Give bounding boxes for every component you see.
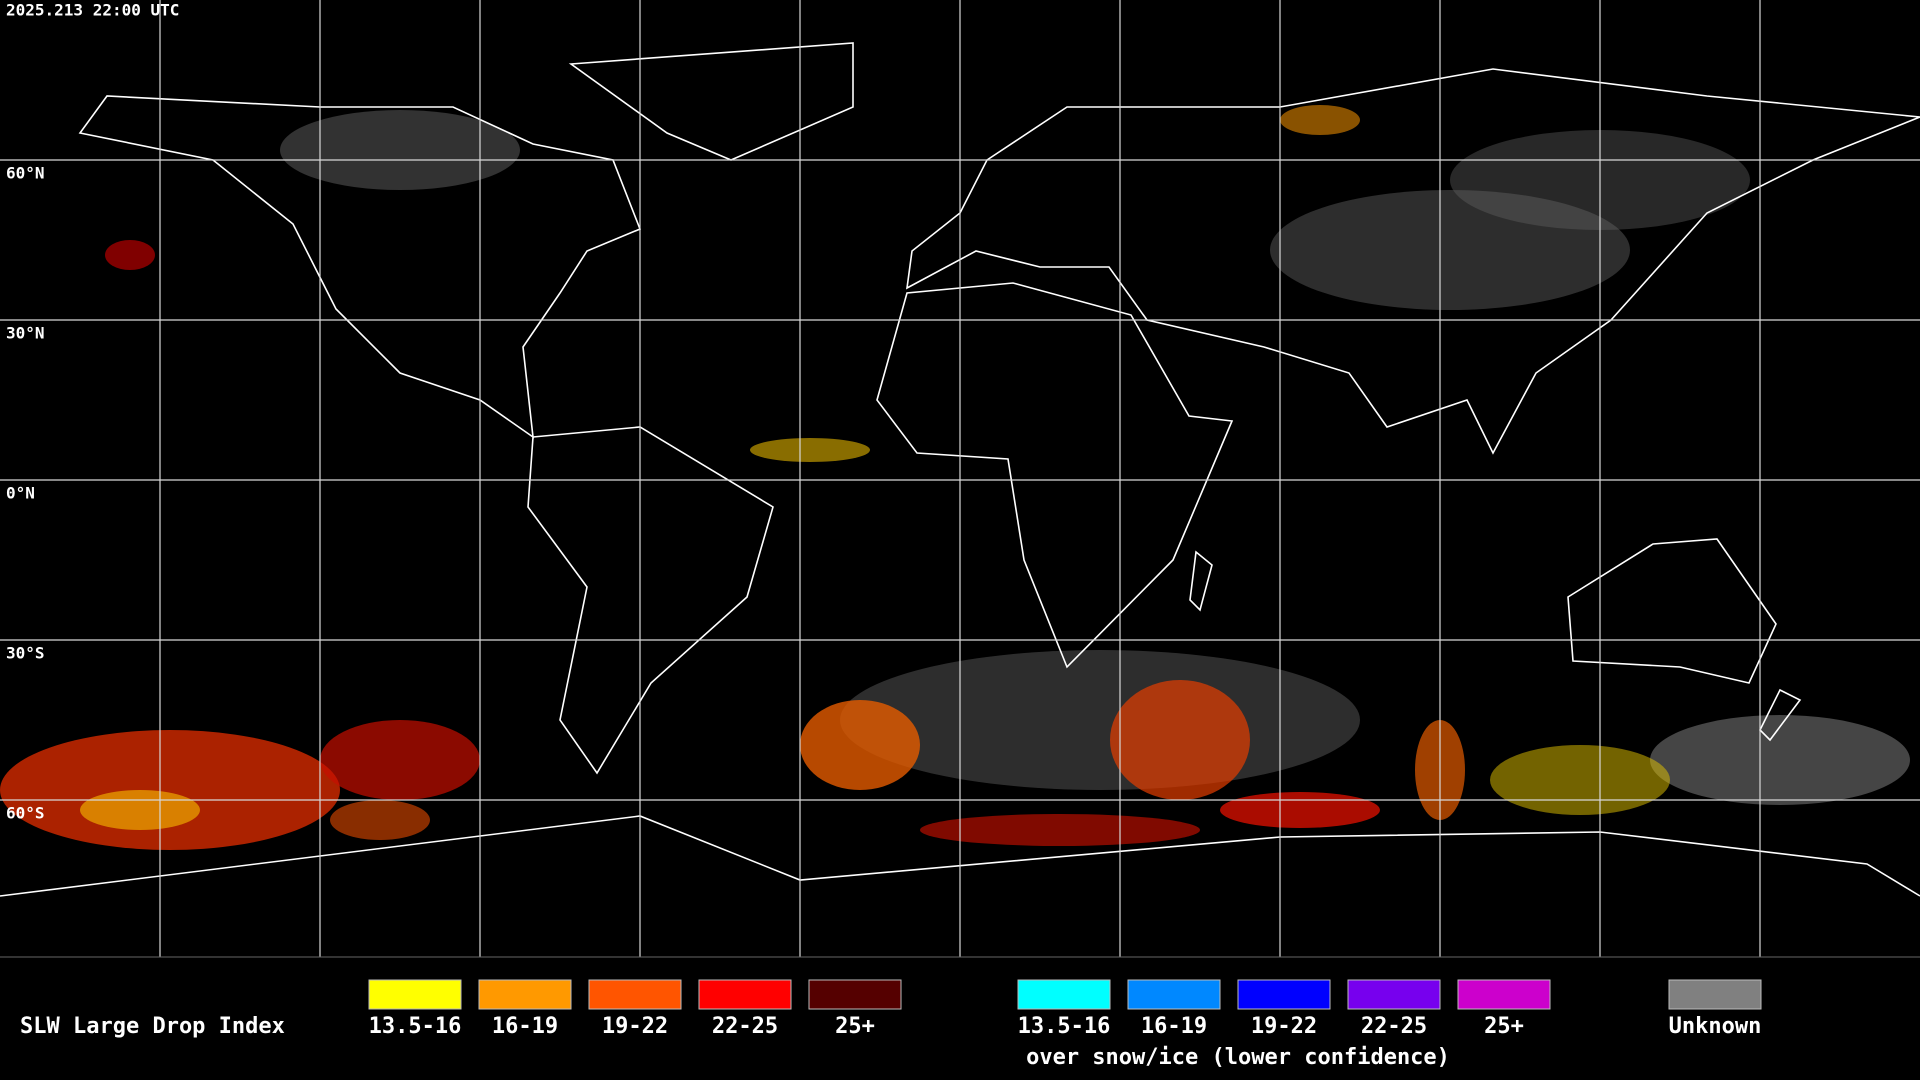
map xyxy=(0,0,1920,957)
graticule xyxy=(0,0,1920,957)
latitude-label: 30°S xyxy=(6,644,45,663)
legend-swatch xyxy=(698,979,792,1010)
legend-swatch xyxy=(478,979,572,1010)
latitude-label: 30°N xyxy=(6,324,45,343)
legend-swatch xyxy=(1127,979,1221,1010)
legend-swatch xyxy=(1017,979,1111,1010)
timestamp: 2025.213 22:00 UTC xyxy=(6,1,179,20)
legend-swatch xyxy=(588,979,682,1010)
legend-label: 16-19 xyxy=(492,1014,558,1039)
legend-label: 19-22 xyxy=(1251,1014,1317,1039)
legend-swatch xyxy=(1457,979,1551,1010)
legend-swatch xyxy=(368,979,462,1010)
latitude-label: 60°S xyxy=(6,804,45,823)
legend-label: 25+ xyxy=(835,1014,875,1039)
legend-snow-caption: over snow/ice (lower confidence) xyxy=(1026,1045,1450,1070)
legend-label: 16-19 xyxy=(1141,1014,1207,1039)
legend-swatch xyxy=(1237,979,1331,1010)
legend-label: 13.5-16 xyxy=(369,1014,462,1039)
latitude-label: 0°N xyxy=(6,484,35,503)
legend-label: 25+ xyxy=(1484,1014,1524,1039)
legend-label: 22-25 xyxy=(712,1014,778,1039)
legend-label: 19-22 xyxy=(602,1014,668,1039)
legend-panel xyxy=(0,957,1920,1080)
legend-swatch xyxy=(808,979,902,1010)
cloud-patches xyxy=(0,105,1910,850)
legend-swatch xyxy=(1668,979,1762,1010)
legend-label: 13.5-16 xyxy=(1018,1014,1111,1039)
legend-swatch xyxy=(1347,979,1441,1010)
legend-title: SLW Large Drop Index xyxy=(20,1014,285,1039)
legend-label: 22-25 xyxy=(1361,1014,1427,1039)
latitude-label: 60°N xyxy=(6,164,45,183)
legend-label: Unknown xyxy=(1669,1014,1762,1039)
